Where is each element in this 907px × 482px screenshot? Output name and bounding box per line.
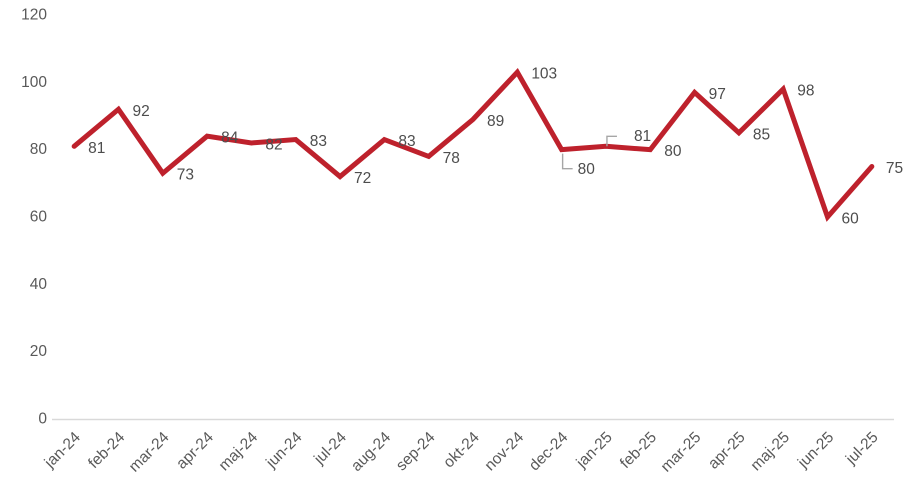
data-label: 97	[709, 86, 726, 103]
data-label: 84	[221, 130, 239, 147]
x-axis-category-label: jan-24	[41, 429, 84, 472]
y-axis-tick-label: 20	[30, 343, 48, 360]
x-axis-category-label: jul-25	[842, 429, 882, 469]
x-axis-category-label: mar-24	[126, 429, 173, 476]
x-axis-category-label: jan-25	[573, 429, 616, 472]
x-axis-category-label: jun-24	[262, 429, 305, 472]
y-axis-tick-label: 0	[38, 411, 47, 428]
data-label: 83	[398, 133, 415, 150]
x-axis-category-label: nov-24	[482, 429, 528, 475]
data-label: 81	[634, 128, 651, 145]
data-label: 78	[443, 150, 460, 167]
data-label: 82	[265, 136, 282, 153]
x-axis-category-label: okt-24	[440, 429, 483, 472]
data-label: 80	[578, 161, 596, 178]
x-axis-category-label: sep-24	[393, 429, 439, 475]
data-label: 85	[753, 126, 770, 143]
y-axis-tick-label: 40	[30, 276, 48, 293]
y-axis-tick-label: 100	[21, 74, 47, 91]
x-axis-category-label: aug-24	[348, 429, 394, 475]
y-axis-tick-label: 60	[30, 209, 48, 226]
x-axis-category-label: feb-24	[85, 429, 128, 472]
x-axis-category-label: mar-25	[658, 429, 705, 476]
y-axis-tick-label: 80	[30, 141, 48, 158]
data-label: 80	[664, 143, 682, 160]
x-axis-category-label: maj-25	[748, 429, 794, 475]
data-label: 75	[886, 160, 903, 177]
x-axis-category-label: jul-24	[310, 429, 350, 469]
x-axis-category-label: feb-25	[617, 429, 660, 472]
data-label: 60	[842, 211, 860, 228]
data-label: 89	[487, 113, 504, 130]
data-label-leader-line	[561, 153, 573, 170]
x-axis-category-label: jun-25	[794, 429, 837, 472]
x-axis-category-label: maj-24	[216, 429, 262, 475]
x-axis-category-label: apr-24	[173, 429, 217, 473]
data-label: 92	[132, 103, 149, 120]
x-axis-category-label: dec-24	[526, 429, 572, 475]
data-label: 81	[88, 140, 105, 157]
data-label: 103	[531, 66, 557, 83]
y-axis-tick-label: 120	[21, 7, 47, 24]
data-label: 73	[177, 167, 194, 184]
data-label: 98	[797, 83, 814, 100]
data-label-leader-line	[606, 135, 617, 147]
series-line	[71, 68, 875, 222]
data-label: 72	[354, 170, 371, 187]
data-label: 83	[310, 133, 327, 150]
x-axis-category-label: apr-25	[705, 429, 749, 473]
